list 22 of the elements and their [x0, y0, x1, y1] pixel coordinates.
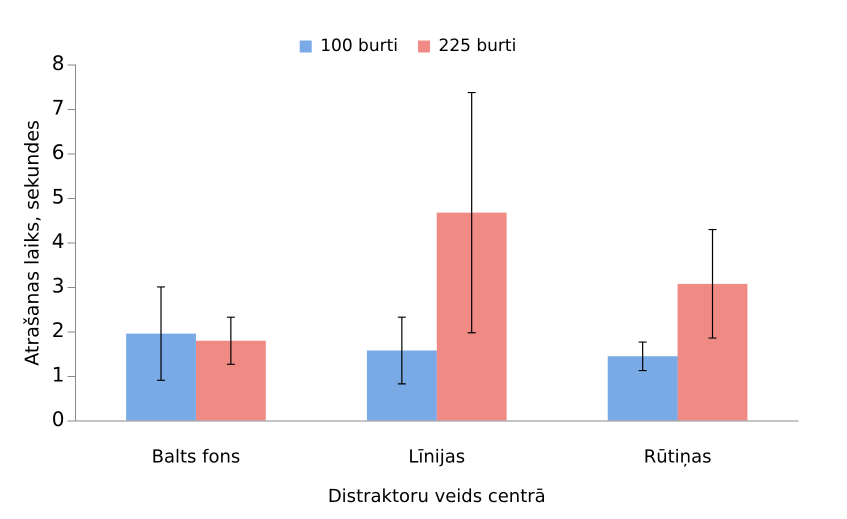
y-tick-label: 6 [52, 140, 65, 164]
y-axis-title: Atrašanas laiks, sekundes [21, 120, 44, 366]
bar [126, 334, 196, 420]
bar [678, 284, 748, 420]
bar [196, 340, 266, 420]
legend-label: 225 burti [438, 36, 516, 56]
bar [608, 356, 678, 420]
legend-label: 100 burti [320, 36, 398, 56]
y-tick-label: 8 [52, 51, 65, 76]
y-tick-label: 3 [52, 274, 65, 298]
x-tick-label: Balts fons [152, 446, 240, 468]
y-tick-label: 5 [52, 184, 65, 209]
y-tick-label: 7 [52, 96, 65, 120]
y-tick-label: 4 [52, 229, 65, 254]
y-tick-label: 1 [52, 362, 65, 387]
x-axis-title: Distraktoru veids centrā [328, 486, 546, 507]
bar [436, 212, 507, 420]
y-tick-label: 2 [52, 318, 65, 342]
x-tick-label: Līnijas [408, 446, 466, 468]
x-tick-label: Rūtiņas [644, 446, 712, 468]
bar [366, 350, 437, 420]
y-tick-label: 0 [52, 407, 65, 432]
